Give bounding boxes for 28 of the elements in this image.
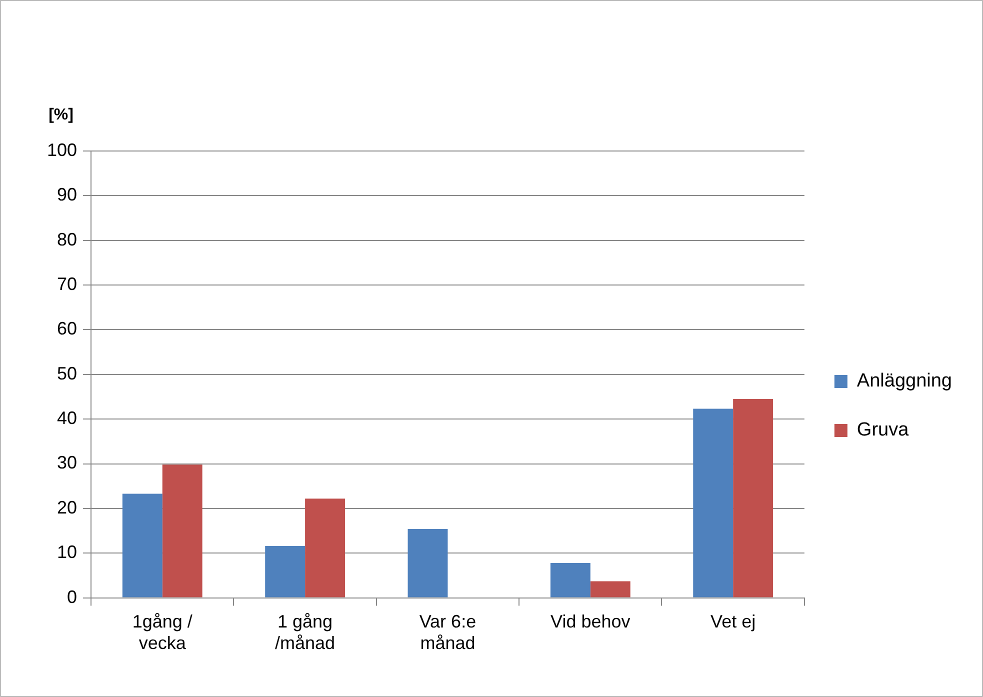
- y-tick-label: 40: [57, 408, 78, 428]
- bar: [693, 408, 734, 598]
- legend-label: Gruva: [856, 420, 910, 441]
- bar: [122, 494, 162, 598]
- y-tick-label: 20: [57, 497, 78, 518]
- x-tick-label: 1 gång /månad: [275, 612, 336, 654]
- y-axis-title: [%]: [48, 106, 74, 124]
- y-tick-label: 90: [57, 184, 78, 205]
- y-tick-label: 0: [67, 586, 78, 607]
- y-tick-label: 30: [57, 452, 78, 473]
- bar: [305, 498, 345, 598]
- x-tick-label: Var 6:e månad: [419, 612, 476, 654]
- y-tick-label: 70: [57, 274, 78, 294]
- x-tick-label: Vid behov: [550, 612, 630, 632]
- bar: [590, 581, 630, 598]
- y-tick-label: 50: [57, 363, 78, 384]
- x-tick-label: Vet ej: [710, 612, 756, 632]
- bar: [408, 528, 448, 598]
- bar: [162, 464, 202, 598]
- y-tick-label: 10: [57, 542, 78, 562]
- bar: [550, 562, 590, 598]
- y-tick-label: 100: [46, 140, 78, 160]
- x-tick-label: 1gång / vecka: [132, 612, 192, 654]
- y-tick-label: 80: [57, 229, 78, 250]
- y-tick-label: 60: [57, 318, 78, 339]
- bar: [733, 398, 774, 598]
- legend-label: Anläggning: [856, 370, 952, 392]
- bar: [265, 546, 306, 598]
